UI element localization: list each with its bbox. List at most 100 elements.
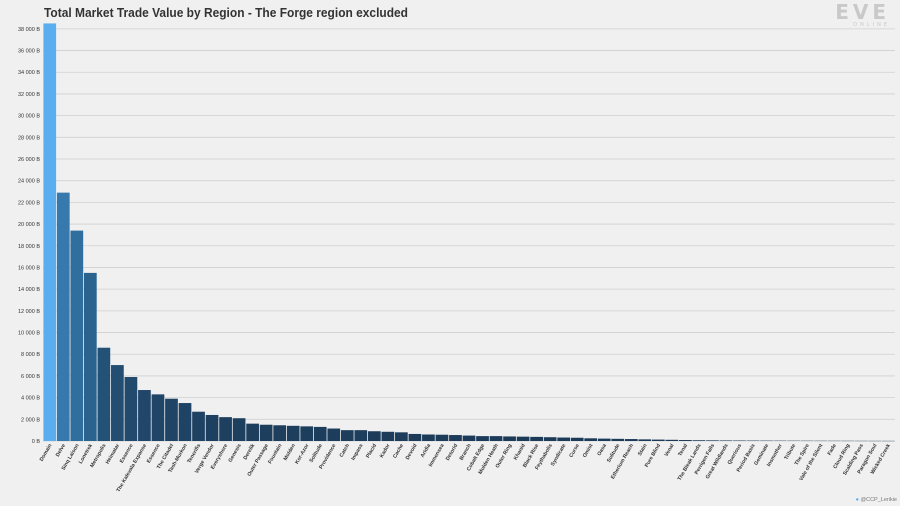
- bar: [138, 390, 151, 441]
- twitter-bird-icon: ●: [855, 497, 859, 503]
- bar: [584, 438, 598, 441]
- bar: [651, 439, 665, 441]
- bar: [246, 423, 259, 441]
- y-tick-label: 0 B: [32, 439, 41, 445]
- x-tick-label: Derelik: [242, 443, 256, 461]
- bar: [692, 440, 706, 441]
- y-tick-label: 16 000 B: [18, 265, 40, 271]
- y-tick-label: 28 000 B: [18, 135, 40, 141]
- x-tick-label: Domain: [39, 443, 54, 462]
- x-tick-label: Tribute: [783, 443, 797, 461]
- bar: [313, 426, 327, 441]
- bar: [178, 403, 192, 441]
- x-tick-label: Catch: [339, 443, 351, 458]
- x-tick-label: Aridia: [420, 443, 433, 459]
- x-tick-label: Omist: [582, 443, 595, 459]
- x-tick-label: Stain: [637, 443, 649, 457]
- bar: [597, 438, 611, 441]
- x-tick-label: Impass: [350, 443, 364, 462]
- x-tick-label: Placid: [365, 443, 378, 459]
- x-tick-label: Khanid: [513, 443, 527, 461]
- y-tick-label: 34 000 B: [18, 70, 40, 76]
- bar: [557, 437, 571, 441]
- bar: [111, 365, 124, 441]
- bar: [56, 192, 70, 441]
- bar: [476, 436, 489, 441]
- y-tick-label: 30 000 B: [18, 114, 40, 120]
- y-tick-label: 4 000 B: [21, 396, 40, 402]
- bar: [151, 394, 165, 441]
- x-tick-label: Devoid: [405, 443, 419, 461]
- bar: [124, 377, 138, 441]
- credit-handle: @CCP_Lerikie: [860, 497, 897, 503]
- y-tick-label: 24 000 B: [18, 179, 40, 185]
- x-tick-label: Detorid: [445, 443, 459, 462]
- bar: [665, 439, 679, 441]
- credit-label: ● @CCP_Lerikie: [856, 497, 897, 503]
- bar: [706, 440, 719, 441]
- logo-wordmark: EVE: [835, 0, 890, 24]
- x-tick-label: Molden: [283, 443, 297, 462]
- bar: [340, 430, 354, 441]
- bar: [43, 23, 57, 442]
- y-tick-label: 10 000 B: [18, 331, 40, 337]
- x-tick-label: Tenal: [677, 443, 689, 458]
- bar: [624, 439, 638, 441]
- y-tick-label: 22 000 B: [18, 200, 40, 206]
- bar: [165, 398, 178, 441]
- bar: [489, 436, 503, 441]
- y-tick-label: 36 000 B: [18, 49, 40, 55]
- y-tick-label: 6 000 B: [21, 374, 40, 380]
- bar: [70, 230, 84, 441]
- bar: [97, 347, 111, 441]
- chart-title: Total Market Trade Value by Region - The…: [44, 5, 408, 20]
- bars: [43, 23, 895, 442]
- bar: [219, 417, 232, 441]
- x-tick-label: Curse: [568, 443, 581, 459]
- x-tick-label: Branch: [459, 443, 473, 461]
- y-tick-label: 14 000 B: [18, 287, 40, 293]
- bar: [300, 426, 314, 441]
- bar: [503, 436, 516, 441]
- y-axis-ticks: 0 B 2 000 B 4 000 B 6 000 B 8 000 B 10 000 B 1…: [18, 27, 40, 445]
- bar: [286, 425, 300, 441]
- x-tick-label: Cache: [392, 443, 405, 460]
- bar: [679, 440, 692, 441]
- bar: [530, 436, 543, 441]
- y-tick-label: 26 000 B: [18, 157, 40, 163]
- eve-online-logo: EVE ONLINE: [834, 2, 890, 28]
- bar: [83, 272, 97, 441]
- y-tick-label: 20 000 B: [18, 222, 40, 228]
- bar: [719, 440, 733, 441]
- grid-lines: [43, 28, 895, 442]
- bar: [570, 437, 584, 441]
- bar: [232, 418, 246, 441]
- x-tick-label: Oasa: [596, 443, 608, 457]
- bar: [192, 411, 205, 441]
- bar: [205, 414, 219, 441]
- bar: [367, 431, 381, 441]
- y-tick-label: 12 000 B: [18, 309, 40, 315]
- bar: [327, 428, 341, 441]
- logo-subtext: ONLINE: [853, 22, 890, 28]
- bar: [408, 433, 422, 441]
- bar: [611, 438, 625, 441]
- bar: [543, 437, 557, 441]
- y-tick-label: 32 000 B: [18, 92, 40, 98]
- bar: [422, 434, 435, 441]
- y-tick-label: 2 000 B: [21, 417, 40, 423]
- bar: [638, 439, 652, 441]
- bar: [273, 425, 287, 441]
- y-tick-label: 8 000 B: [21, 352, 40, 358]
- bar: [395, 432, 408, 441]
- x-tick-label: Delve: [55, 443, 67, 458]
- y-tick-label: 18 000 B: [18, 244, 40, 250]
- bar: [435, 434, 449, 441]
- y-tick-label: 38 000 B: [18, 27, 40, 33]
- bar: [516, 436, 530, 441]
- x-tick-label: Genesis: [228, 443, 243, 464]
- bar: [381, 431, 395, 441]
- x-tick-label: Venal: [664, 443, 676, 458]
